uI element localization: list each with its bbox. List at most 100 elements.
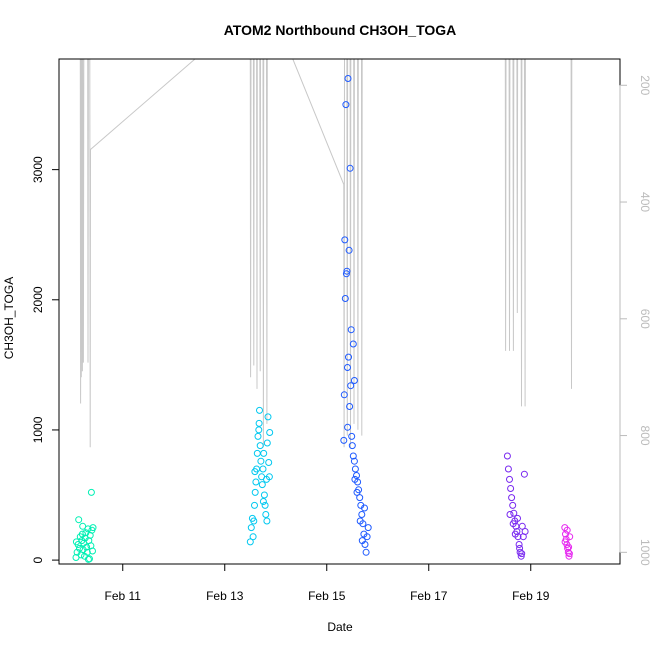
data-point — [255, 426, 263, 434]
data-point — [263, 439, 271, 447]
x-tick-label: Feb 11 — [105, 589, 142, 603]
data-point — [260, 491, 268, 499]
data-point — [83, 548, 91, 556]
plot-frame — [58, 58, 621, 565]
data-point — [361, 504, 368, 512]
data-point — [341, 295, 349, 302]
data-point — [350, 377, 358, 384]
data-point — [348, 432, 356, 440]
data-point — [255, 419, 263, 427]
data-point — [260, 449, 268, 457]
data-point — [265, 459, 273, 466]
data-point — [521, 528, 529, 535]
data-point — [251, 501, 258, 509]
data-point — [563, 526, 571, 534]
data-point — [520, 470, 528, 478]
x-axis: Feb 11 Feb 13 Feb 15 Feb 17 Feb 19 — [105, 563, 550, 603]
data-points — [72, 75, 574, 563]
data-point — [351, 465, 359, 473]
data-point — [343, 267, 351, 275]
data-point — [251, 468, 259, 476]
data-point — [251, 488, 259, 496]
data-point — [518, 522, 526, 530]
data-point — [349, 452, 357, 460]
y-axis-label: CH3OH_TOGA — [2, 277, 16, 359]
data-point — [266, 429, 274, 436]
right-axis: 200 400 600 800 1000 — [619, 75, 650, 566]
data-point — [510, 509, 518, 517]
data-point — [246, 538, 254, 546]
data-point — [250, 517, 258, 525]
data-point — [506, 475, 513, 483]
data-point — [344, 364, 351, 371]
data-point — [358, 511, 366, 518]
right-tick-label: 1000 — [638, 539, 650, 566]
data-point — [565, 543, 573, 551]
data-point — [351, 475, 359, 483]
data-point — [507, 485, 515, 492]
right-tick-label: 400 — [638, 192, 650, 212]
data-point — [516, 548, 524, 556]
data-point — [353, 488, 361, 496]
data-point — [75, 516, 83, 524]
y-tick-label: 0 — [31, 556, 45, 563]
data-point — [265, 473, 273, 481]
data-point — [253, 449, 261, 457]
data-point — [257, 457, 265, 465]
altitude-series — [79, 59, 573, 448]
chart-title: ATOM2 Northbound CH3OH_TOGA — [224, 22, 457, 38]
x-tick-label: Feb 17 — [410, 589, 448, 603]
data-point — [84, 555, 92, 563]
data-point — [79, 522, 87, 530]
data-point — [344, 75, 352, 82]
right-tick-label: 600 — [638, 309, 650, 329]
data-point — [261, 501, 269, 509]
data-point — [566, 533, 574, 541]
x-tick-label: Feb 13 — [206, 589, 244, 603]
data-point — [254, 432, 262, 440]
data-point — [517, 552, 525, 560]
y-tick-label: 2000 — [31, 286, 45, 313]
data-point — [565, 550, 573, 558]
data-point — [508, 494, 516, 502]
data-point — [363, 533, 371, 541]
data-point — [346, 403, 354, 410]
x-tick-label: Feb 19 — [512, 589, 550, 603]
data-point — [87, 488, 95, 496]
data-point — [256, 406, 263, 414]
data-point — [341, 236, 349, 244]
data-point — [346, 164, 354, 172]
data-point — [262, 511, 270, 518]
data-point — [340, 436, 348, 444]
data-point — [344, 423, 352, 431]
data-point — [258, 481, 266, 489]
data-point — [509, 501, 517, 509]
data-point — [356, 517, 364, 525]
data-point — [264, 413, 272, 421]
data-point — [565, 552, 573, 560]
data-point — [345, 246, 353, 254]
data-point — [362, 548, 370, 556]
data-point — [89, 547, 96, 555]
right-tick-label: 200 — [638, 75, 650, 95]
data-point — [259, 498, 267, 505]
data-point — [350, 457, 358, 465]
altitude-line — [79, 59, 573, 448]
data-point — [340, 391, 348, 399]
data-point — [561, 538, 569, 546]
data-point — [72, 538, 80, 546]
data-point — [249, 533, 257, 541]
data-point — [514, 514, 521, 522]
data-point — [342, 101, 350, 109]
data-point — [347, 326, 355, 334]
x-axis-label: Date — [327, 620, 353, 634]
data-point — [348, 442, 356, 450]
data-point — [506, 511, 514, 518]
data-point — [358, 537, 366, 545]
data-point — [256, 442, 264, 450]
y-tick-label: 3000 — [31, 156, 45, 183]
data-point — [518, 550, 526, 558]
data-point — [515, 541, 523, 548]
data-point — [252, 478, 260, 486]
